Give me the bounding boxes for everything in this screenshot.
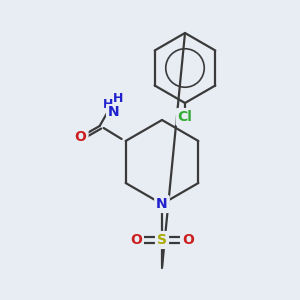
Text: H: H [113,92,123,105]
Text: H: H [103,98,113,111]
Text: N: N [156,197,168,211]
Text: S: S [157,233,167,247]
Text: O: O [75,130,86,144]
Text: Cl: Cl [178,110,192,124]
Text: O: O [182,233,194,247]
Text: N: N [107,105,119,119]
Text: O: O [130,233,142,247]
